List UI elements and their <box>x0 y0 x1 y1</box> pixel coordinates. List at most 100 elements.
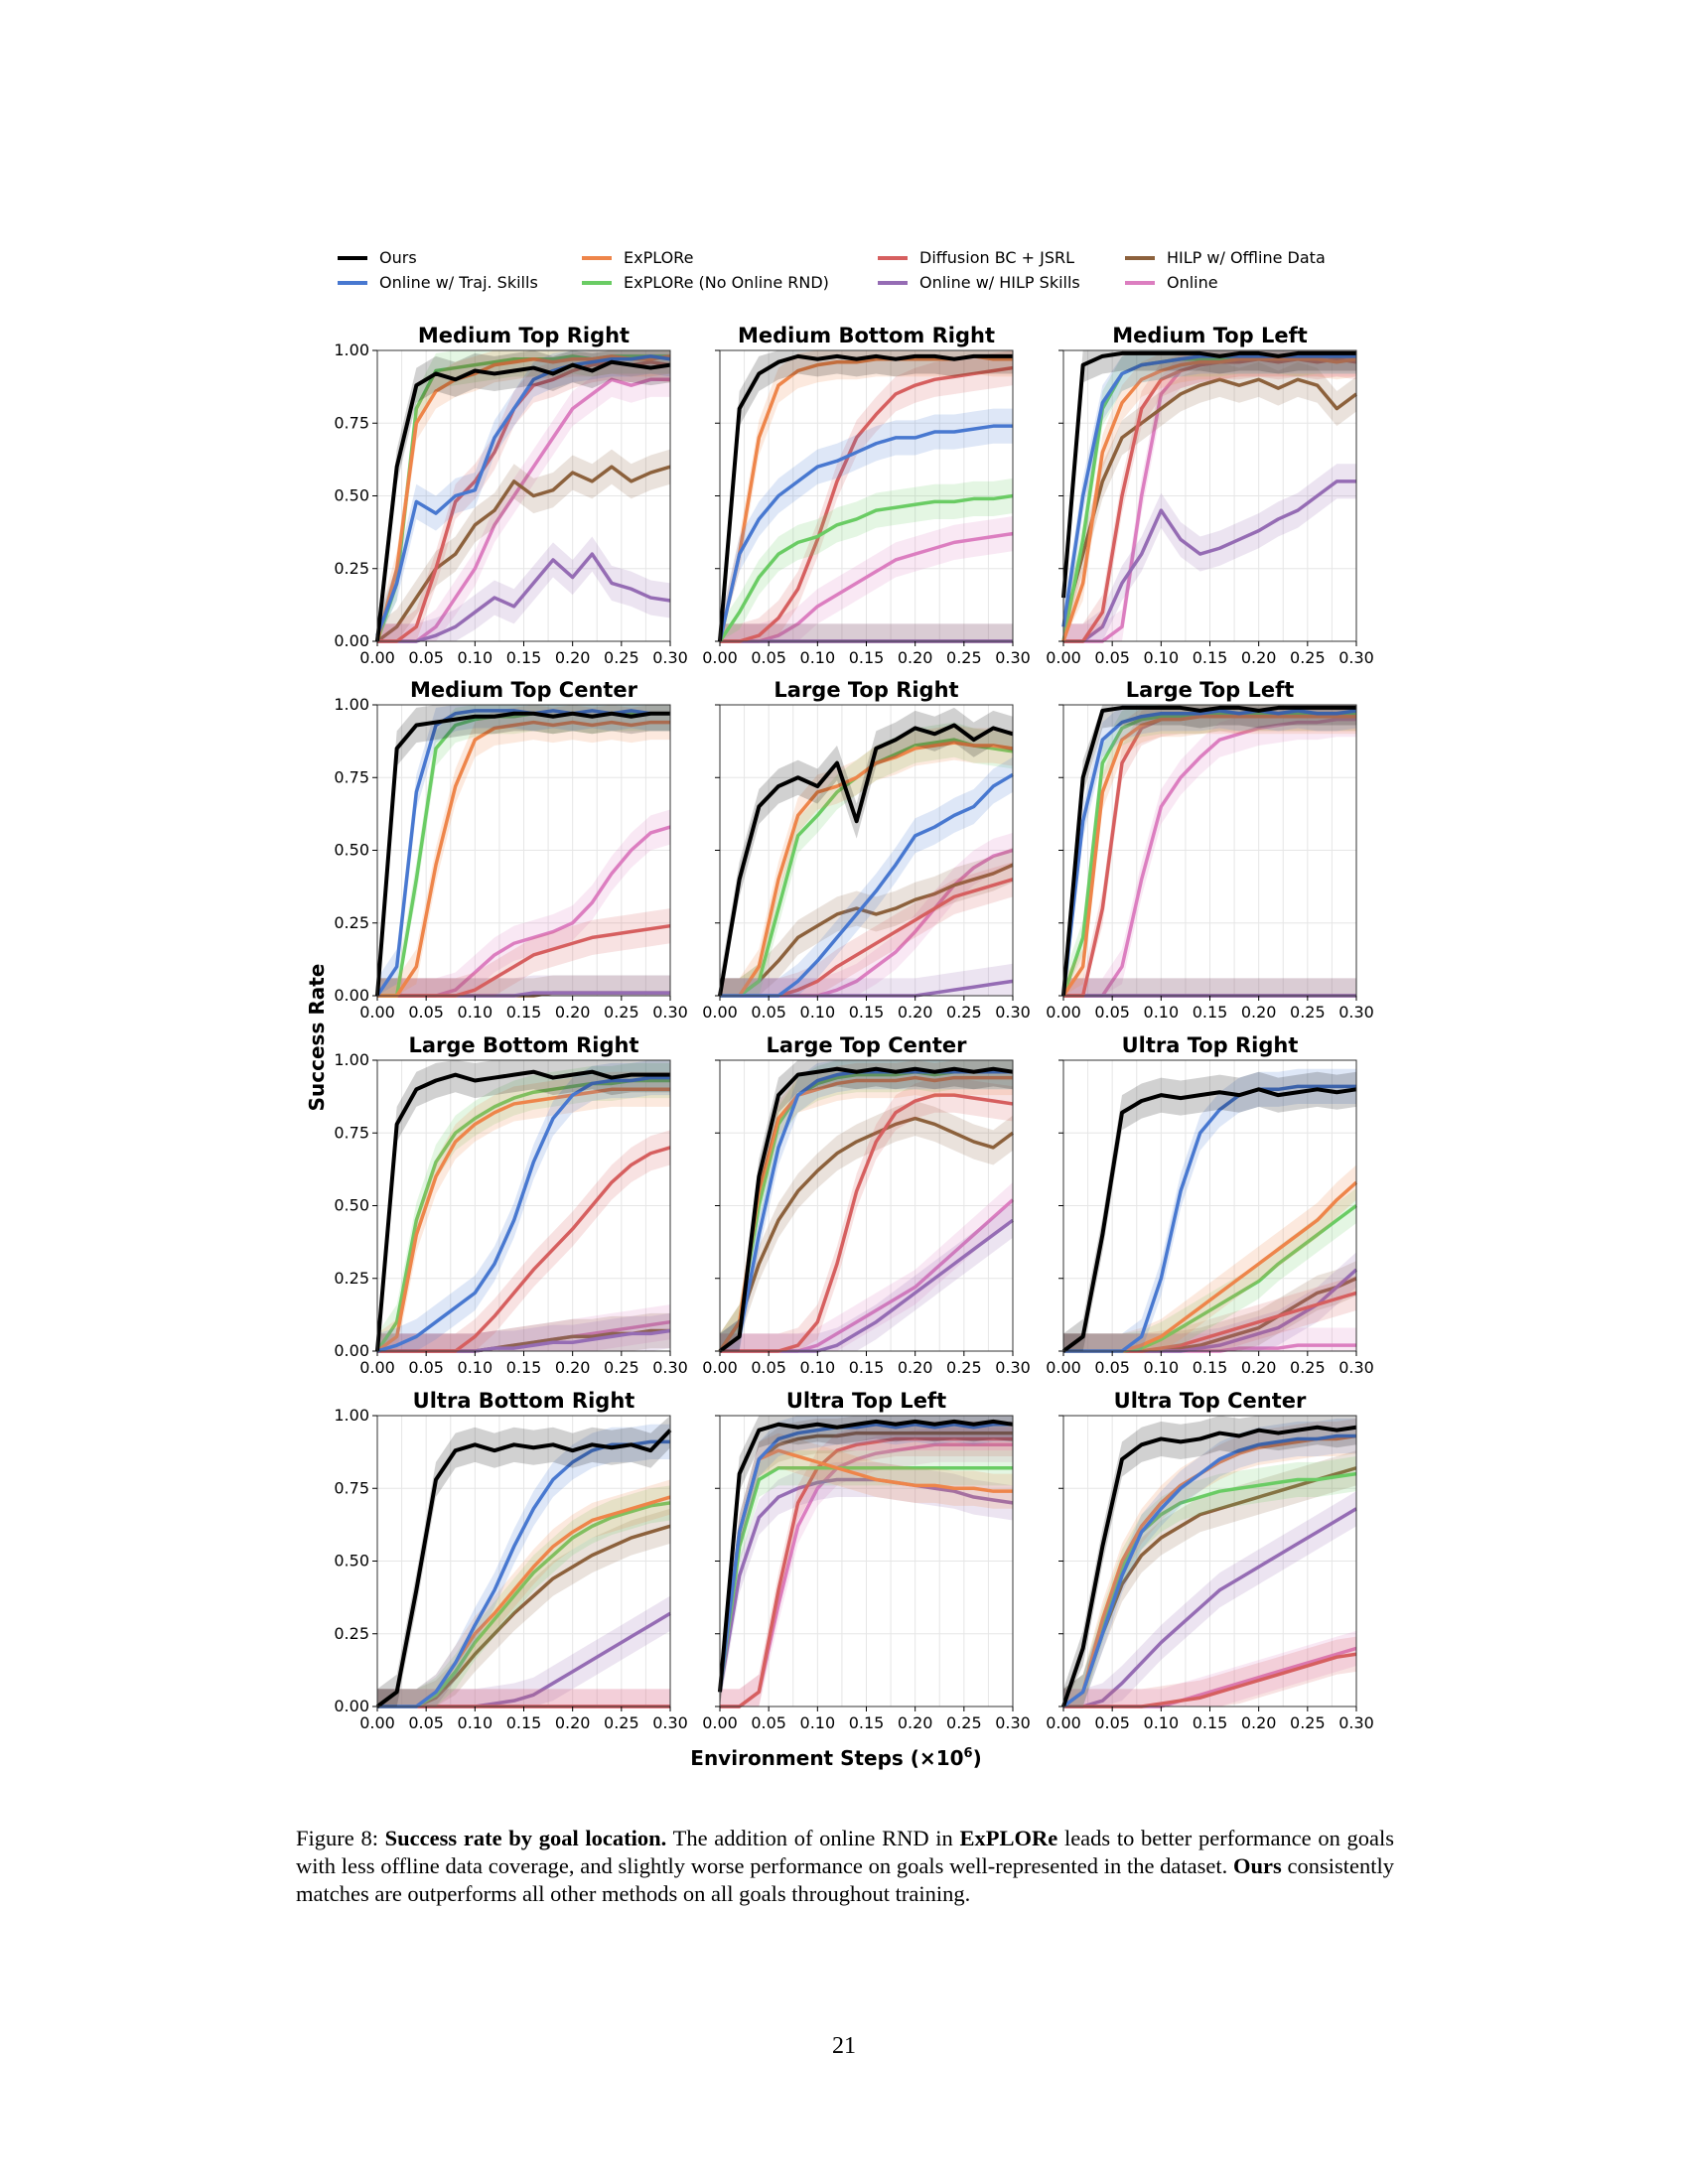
series-band <box>377 1595 670 1706</box>
y-tick-label: 1.00 <box>334 1406 369 1425</box>
series-line <box>718 1066 1014 1353</box>
x-tick-label: 0.15 <box>1193 1713 1228 1732</box>
series-line <box>377 377 670 643</box>
x-tick-label: 0.15 <box>506 1713 542 1732</box>
x-tick-label: 0.10 <box>800 1713 836 1732</box>
panel-title: Ultra Top Right <box>1122 1033 1299 1057</box>
series-band <box>377 1689 670 1706</box>
series-line <box>375 354 671 636</box>
series-band <box>1063 1261 1356 1351</box>
series-band <box>377 1130 670 1351</box>
x-tick-label: 0.10 <box>1144 1003 1180 1022</box>
series-line <box>1061 1471 1357 1708</box>
chart-panels: Medium Top Right 0.00 0.05 0.10 0.15 0.20 0.25… <box>334 324 1373 1732</box>
legend-label: Ours <box>379 248 417 267</box>
y-axis-label: Success Rate <box>305 964 329 1112</box>
y-tick-label: 0.75 <box>334 767 369 786</box>
panel-title: Ultra Top Left <box>786 1389 946 1413</box>
panel-title: Medium Top Center <box>410 678 638 702</box>
series-line <box>718 1423 1013 1693</box>
series-band <box>720 408 1013 641</box>
legend-item: ExPLORe <box>582 248 693 267</box>
series-band <box>720 722 1013 996</box>
y-tick-label: 0.75 <box>334 413 369 432</box>
legend-item: Online <box>1125 273 1218 292</box>
series-band <box>377 1424 670 1706</box>
x-tick-label: 0.00 <box>359 1358 395 1377</box>
series-line <box>718 1448 1013 1693</box>
series-line <box>1061 714 1356 997</box>
x-tick-label: 0.00 <box>1046 1713 1081 1732</box>
series-line <box>1061 350 1356 599</box>
series-band <box>377 705 670 996</box>
series-line <box>376 1075 670 1353</box>
x-tick-label: 0.20 <box>555 1003 591 1022</box>
series-band <box>377 1060 670 1351</box>
caption-text-3: consistently matches are outperforms all… <box>296 1853 1394 1906</box>
x-tick-label: 0.10 <box>1144 648 1180 667</box>
series-line <box>718 1431 1013 1693</box>
chart-panel: Medium Top Center 0.00 0.05 0.10 0.15 0.20 0.2… <box>334 678 687 1022</box>
caption-text-1: The addition of online RND in <box>672 1826 953 1850</box>
series-band <box>377 1071 670 1351</box>
series-band <box>377 1416 670 1706</box>
series-band <box>720 623 1013 641</box>
x-tick-label: 0.10 <box>800 648 836 667</box>
legend-label: Online w/ Traj. Skills <box>379 273 538 292</box>
series-line <box>718 1419 1014 1693</box>
x-tick-label: 0.20 <box>898 1358 933 1377</box>
series-band <box>377 975 670 996</box>
y-tick-label: 0.00 <box>334 1697 369 1715</box>
series-band <box>377 1060 670 1351</box>
legend-label: Online <box>1167 273 1218 292</box>
series-band <box>1063 705 1356 996</box>
x-tick-label: 0.00 <box>1046 1003 1081 1022</box>
series-line <box>720 365 1014 643</box>
series-line <box>1061 1433 1356 1708</box>
series-band <box>377 908 670 996</box>
series-band <box>720 1202 1013 1351</box>
series-line <box>718 493 1014 642</box>
x-tick-label: 0.05 <box>1094 1358 1130 1377</box>
series-line <box>720 741 1014 998</box>
x-tick-label: 0.05 <box>408 1713 444 1732</box>
figure-caption: Figure 8: Success rate by goal location.… <box>296 1825 1394 1908</box>
figure: Ours Online w/ Traj. Skills ExPLORe ExPLORe… <box>305 248 1374 1770</box>
series-line <box>375 465 671 643</box>
series-band <box>720 847 1013 996</box>
series-band <box>720 350 1013 641</box>
y-tick-label: 0.00 <box>334 986 369 1005</box>
x-tick-label: 0.30 <box>652 1713 688 1732</box>
x-tick-label: 0.15 <box>506 648 542 667</box>
series-line <box>718 424 1013 642</box>
caption-ours: Ours <box>1233 1853 1282 1878</box>
x-tick-label: 0.20 <box>1241 1003 1277 1022</box>
series-line <box>1061 709 1357 997</box>
series-band <box>1063 1164 1356 1351</box>
series-band <box>377 1312 670 1351</box>
x-tick-label: 0.25 <box>946 648 982 667</box>
panel-title: Ultra Bottom Right <box>413 1389 635 1413</box>
series-line <box>1063 717 1356 998</box>
series-band <box>720 1450 1013 1706</box>
x-tick-label: 0.10 <box>458 1003 493 1022</box>
series-band <box>1063 1630 1356 1706</box>
series-band <box>1063 1068 1356 1351</box>
series-band <box>1063 705 1356 996</box>
chart-panel: Large Top Center 0.00 0.05 0.10 0.15 0.20 0.25… <box>702 1033 1031 1377</box>
series-band <box>1063 350 1356 615</box>
x-tick-label: 0.25 <box>604 1713 639 1732</box>
x-tick-label: 0.20 <box>555 1713 591 1732</box>
x-tick-label: 0.25 <box>946 1358 982 1377</box>
series-band <box>720 1427 1013 1706</box>
x-tick-label: 0.15 <box>1193 1358 1228 1377</box>
x-tick-label: 0.25 <box>604 1358 639 1377</box>
series-line <box>1061 1425 1357 1707</box>
y-tick-label: 0.25 <box>334 913 369 932</box>
chart-panel: Ultra Top Center 0.00 0.05 0.10 0.15 0.20 0.25… <box>1046 1389 1374 1732</box>
x-tick-label: 0.05 <box>408 1358 444 1377</box>
caption-method: ExPLORe <box>959 1826 1058 1850</box>
x-tick-label: 0.20 <box>898 1713 933 1732</box>
series-band <box>720 1433 1013 1706</box>
series-band <box>720 1060 1013 1351</box>
